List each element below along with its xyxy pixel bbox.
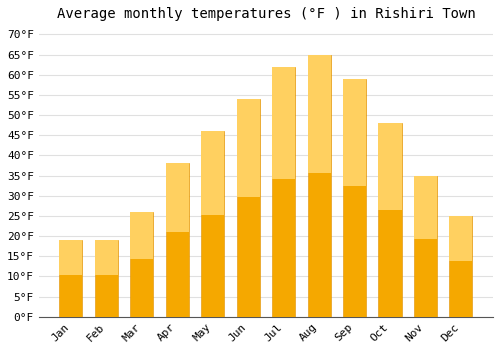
Bar — [450, 216, 472, 317]
Bar — [343, 79, 366, 186]
Bar — [166, 163, 189, 317]
Bar — [308, 55, 330, 317]
Bar — [130, 212, 154, 317]
Bar — [414, 176, 437, 239]
Bar — [378, 123, 402, 317]
Bar — [236, 99, 260, 317]
Bar — [272, 66, 295, 179]
Bar — [272, 66, 295, 317]
Bar — [236, 99, 260, 197]
Bar — [95, 240, 118, 317]
Bar — [308, 55, 330, 173]
Bar — [60, 240, 82, 275]
Bar — [414, 176, 437, 317]
Bar — [95, 240, 118, 275]
Bar — [201, 131, 224, 215]
Bar — [201, 131, 224, 317]
Bar — [450, 216, 472, 261]
Bar — [130, 212, 154, 259]
Bar — [343, 79, 366, 317]
Bar — [166, 163, 189, 232]
Bar — [378, 123, 402, 210]
Title: Average monthly temperatures (°F ) in Rishiri Town: Average monthly temperatures (°F ) in Ri… — [56, 7, 476, 21]
Bar — [60, 240, 82, 317]
